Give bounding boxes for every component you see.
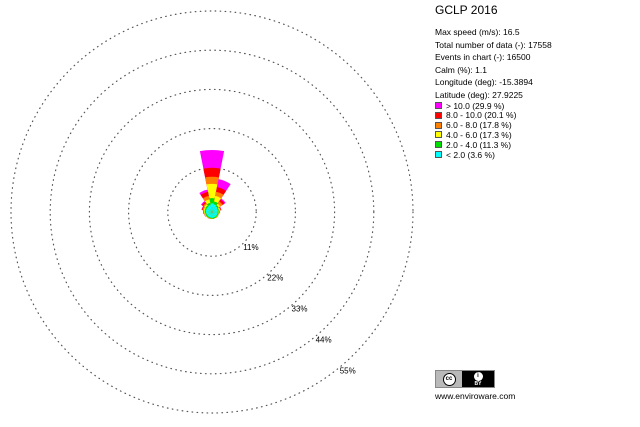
sector-13-bin-0 [206,212,212,216]
ring-label-5: 55% [340,366,356,375]
ring-2 [128,128,297,297]
legend-item-3: 6.0 - 8.0 (17.8 %) [435,120,512,131]
stat-5: Longitude (deg): -15.3894 [435,77,533,88]
legend-label: 6.0 - 8.0 (17.8 %) [446,120,512,131]
sector-0-bin-0 [210,203,214,212]
legend-item-5: 2.0 - 4.0 (11.3 %) [435,139,512,150]
stat-2: Total number of data (-): 17558 [435,39,552,50]
by-label: BY [474,380,482,387]
legend-swatch [435,131,442,139]
ring-4 [49,49,375,375]
legend-swatch [435,141,442,149]
sector-11-bin-0 [208,212,212,218]
cc-icon: cc [442,372,456,386]
legend-item-1: > 10.0 (29.9 %) [435,100,505,111]
sector-15-bin-0 [205,208,212,212]
sector-14-bin-0 [205,210,212,214]
sector-6-bin-0 [212,210,218,214]
legend-label: < 2.0 (3.6 %) [446,149,495,160]
ring-label-2: 22% [267,274,283,283]
legend-item-2: 8.0 - 10.0 (20.1 %) [435,110,517,121]
legend-swatch [435,102,442,109]
sector-10-bin-0 [210,212,214,218]
website-link[interactable]: www.enviroware.com [435,391,516,401]
legend-swatch [435,151,442,158]
sector-4-bin-0 [206,206,212,212]
ring-3 [88,88,336,336]
chart-title: GCLP 2016 [435,3,498,17]
legend-swatch [435,121,442,129]
wind-rose-chart: 11% 22% 33% 44% 55% [10,10,414,414]
legend-label: > 10.0 (29.9 %) [446,100,505,111]
legend-item-6: < 2.0 (3.6 %) [435,149,495,160]
stat-1: Max speed (m/s): 16.5 [435,27,520,37]
cc-by-license-badge[interactable]: cc i BY [435,370,495,388]
legend-label: 4.0 - 6.0 (17.3 %) [446,129,512,140]
ring-label-3: 33% [292,305,308,314]
wind-sectors [199,149,231,219]
sector-1-bin-0 [212,204,217,212]
sector-12-bin-0 [207,212,212,217]
percentage-rings [10,10,414,414]
sector-3-bin-0 [212,206,218,212]
ring-5 [10,10,414,414]
ring-label-4: 44% [316,336,332,345]
legend-label: 2.0 - 4.0 (11.3 %) [446,139,512,150]
sector-8-bin-0 [212,212,217,217]
sector-7-bin-0 [212,212,218,216]
stat-3: Events in chart (-): 16500 [435,52,531,63]
legend-swatch [435,111,442,119]
attribution-icon: i [473,371,483,381]
stat-6: Latitude (deg): 27.9225 [435,90,523,100]
legend-item-4: 4.0 - 6.0 (17.3 %) [435,129,512,140]
ring-label-1: 11% [243,243,258,252]
stat-4: Calm (%): 1.1 [435,64,487,75]
sector-2-bin-0 [208,205,212,212]
ring-labels: 11% 22% 33% 44% 55% [243,243,356,376]
sector-5-bin-0 [212,208,218,212]
sector-9-bin-0 [212,212,216,218]
legend-label: 8.0 - 10.0 (20.1 %) [446,110,517,121]
sector-0-bin-2 [206,183,218,212]
ring-1 [167,167,257,257]
